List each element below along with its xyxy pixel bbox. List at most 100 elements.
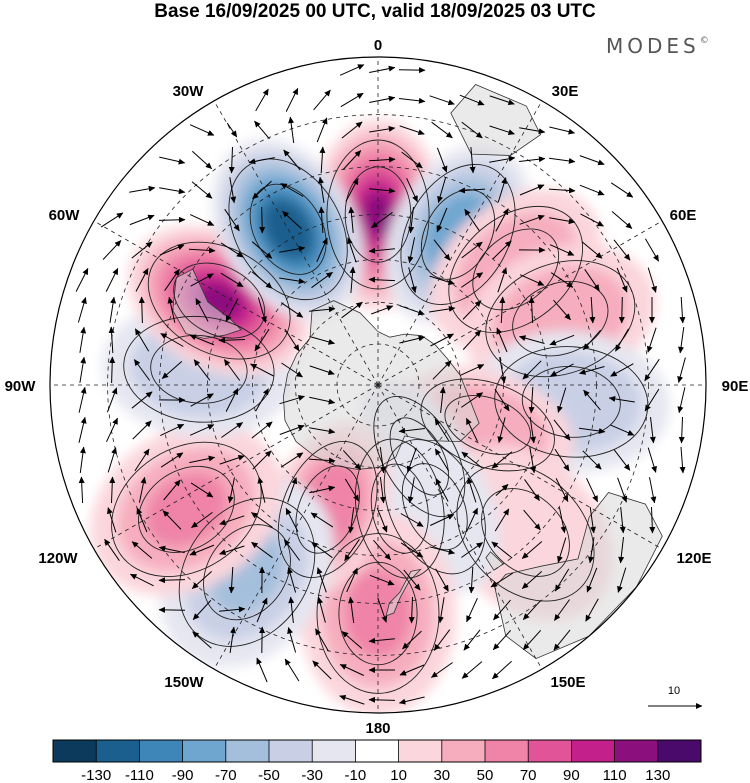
wind-vector bbox=[579, 366, 605, 375]
wind-vector bbox=[309, 427, 336, 435]
wind-vector bbox=[649, 417, 656, 444]
longitude-label-30w: 30W bbox=[173, 83, 205, 100]
wind-vector bbox=[491, 451, 513, 469]
wind-vector bbox=[613, 449, 631, 471]
wind-vector bbox=[107, 447, 117, 473]
wind-vector bbox=[529, 447, 537, 474]
wind-vector bbox=[192, 600, 212, 620]
wind-vector bbox=[429, 514, 455, 526]
wind-vector bbox=[311, 541, 333, 559]
wind-vector bbox=[439, 386, 446, 413]
colorbar-swatch bbox=[571, 740, 616, 762]
wind-vector bbox=[348, 206, 355, 233]
wind-vector bbox=[644, 238, 660, 262]
wind-vector bbox=[136, 507, 148, 533]
wind-vector bbox=[579, 427, 606, 434]
latitude-circle bbox=[107, 114, 649, 656]
wind-vector bbox=[646, 327, 657, 353]
wind-vector bbox=[280, 452, 304, 468]
wind-vector bbox=[496, 327, 508, 353]
wind-vector bbox=[495, 208, 509, 232]
wind-vector bbox=[160, 452, 184, 468]
contour bbox=[138, 465, 235, 553]
colorbar-tick-label: -50 bbox=[258, 767, 280, 783]
wind-vector bbox=[106, 417, 118, 443]
wind-vector bbox=[219, 545, 245, 556]
contour-group-9 bbox=[383, 439, 486, 575]
wind-vector bbox=[191, 511, 213, 529]
wind-vector bbox=[368, 247, 395, 254]
wind-vector bbox=[341, 121, 363, 139]
wind-vector bbox=[190, 273, 214, 287]
colorbar-swatch bbox=[96, 740, 140, 762]
graticule bbox=[50, 57, 706, 713]
wind-vector bbox=[339, 694, 365, 705]
wind-vector bbox=[257, 476, 266, 503]
wind-vector bbox=[138, 296, 145, 324]
wind-vector bbox=[524, 479, 540, 502]
wind-vector bbox=[288, 596, 295, 623]
wind-vector bbox=[369, 65, 396, 73]
wind-vector bbox=[259, 206, 266, 234]
wind-vector bbox=[429, 546, 456, 555]
wind-vector bbox=[403, 569, 421, 591]
wind-vector bbox=[339, 664, 365, 676]
wind-vector bbox=[219, 454, 245, 465]
wind-vector bbox=[433, 239, 451, 261]
wind-vector bbox=[193, 359, 211, 381]
colorbar-swatch bbox=[53, 740, 97, 762]
wind-vector bbox=[256, 657, 268, 683]
anomaly-level bbox=[145, 472, 228, 547]
wind-vector bbox=[250, 512, 273, 528]
wind-vector bbox=[339, 64, 365, 76]
brand-text: MODES bbox=[606, 34, 700, 58]
colorbar-swatch bbox=[528, 740, 572, 762]
colorbar-tick-label: -110 bbox=[125, 767, 154, 783]
wind-vector bbox=[521, 541, 543, 559]
wind-vector bbox=[341, 631, 363, 649]
colorbar: -130 -110 -90 -70 -50 -30 -10 10 30 50 70 90 110 130 bbox=[52, 739, 702, 783]
wind-vector bbox=[492, 629, 512, 651]
wind-vector bbox=[287, 627, 297, 653]
anomaly-level bbox=[344, 569, 412, 658]
wind-vector bbox=[429, 95, 455, 106]
meridian bbox=[377, 100, 543, 386]
wind-vector bbox=[554, 448, 570, 472]
wind-vector bbox=[319, 146, 326, 174]
wind-vector bbox=[408, 207, 415, 234]
map-border bbox=[49, 56, 707, 714]
colorbar-tick-label: -90 bbox=[172, 767, 194, 783]
wind-vector bbox=[583, 389, 601, 411]
wind-vector bbox=[250, 363, 274, 377]
colorbar-tick-label: 90 bbox=[563, 767, 580, 783]
wind-vector bbox=[191, 571, 213, 589]
wind-vector bbox=[549, 126, 576, 135]
wind-vector bbox=[190, 393, 214, 407]
wind-vector bbox=[251, 271, 273, 289]
longitude-label-90w: 90W bbox=[5, 378, 37, 395]
wind-vector bbox=[225, 298, 239, 322]
wind-vector bbox=[461, 661, 483, 679]
longitude-label-150w: 150W bbox=[164, 674, 204, 691]
wind-vector bbox=[461, 272, 484, 288]
wind-vector bbox=[219, 515, 245, 526]
contour bbox=[178, 497, 316, 647]
wind-vector bbox=[528, 386, 535, 414]
wind-vector bbox=[348, 596, 355, 623]
wind-vector bbox=[586, 567, 598, 593]
wind-vector bbox=[493, 599, 511, 621]
wind-vector bbox=[346, 237, 357, 263]
wind-vector bbox=[371, 305, 394, 315]
wind-vector bbox=[252, 180, 272, 200]
wind-vector bbox=[492, 240, 512, 260]
contour bbox=[316, 533, 440, 694]
wind-vector bbox=[461, 542, 484, 558]
wind-vector bbox=[430, 662, 453, 678]
wind-vector bbox=[469, 147, 476, 174]
wind-vector bbox=[679, 296, 686, 324]
contour bbox=[123, 315, 275, 423]
longitude-label-30e: 30E bbox=[552, 83, 579, 100]
wind-vector bbox=[437, 177, 447, 203]
wind-vector bbox=[490, 572, 514, 588]
wind-vector bbox=[408, 596, 415, 624]
